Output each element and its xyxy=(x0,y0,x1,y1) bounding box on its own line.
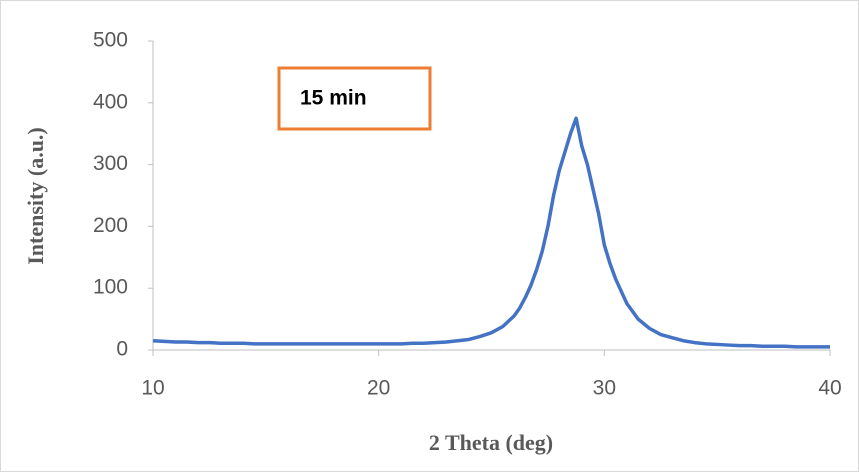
x-tick-label: 10 xyxy=(141,377,164,400)
y-tick-label: 0 xyxy=(116,338,128,361)
y-tick-label: 200 xyxy=(93,214,128,237)
annotation: 15 min xyxy=(300,87,367,110)
y-tick-label: 300 xyxy=(93,152,128,175)
x-tick-label: 30 xyxy=(593,377,616,400)
y-tick-label: 400 xyxy=(93,90,128,113)
annotation-box xyxy=(277,66,432,131)
y-tick-label: 100 xyxy=(93,276,128,299)
x-tick-label: 40 xyxy=(818,377,841,400)
y-tick-label: 500 xyxy=(93,29,128,52)
data-line xyxy=(152,116,830,349)
x-axis-title: 2 Theta (deg) xyxy=(429,430,553,455)
x-tick-label: 20 xyxy=(367,377,390,400)
y-axis-title: Intensity (a.u.) xyxy=(23,127,48,265)
